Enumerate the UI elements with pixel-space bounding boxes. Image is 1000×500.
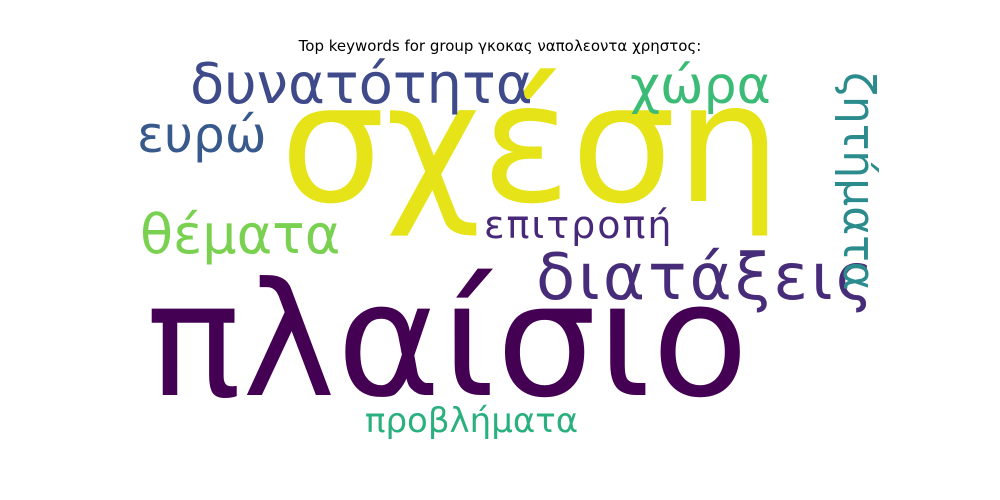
word-zitimata: ζητήματα	[833, 72, 884, 291]
word-epitropi: επιτροπή	[484, 203, 674, 247]
word-xora: χώρα	[630, 56, 771, 116]
word-plaisio: πλαίσιο	[146, 249, 750, 433]
word-dynatotita: δυνατότητα	[190, 52, 533, 117]
word-provlimata: προβλήματα	[365, 401, 579, 441]
word-evro: ευρώ	[137, 106, 267, 164]
word-sxesi: σχέση	[280, 48, 782, 241]
word-diatakseis: διατάξεις	[536, 241, 877, 315]
word-themata: θέματα	[140, 203, 341, 266]
chart-title: Top keywords for group γκοκας ναπολεοντα…	[298, 37, 702, 55]
